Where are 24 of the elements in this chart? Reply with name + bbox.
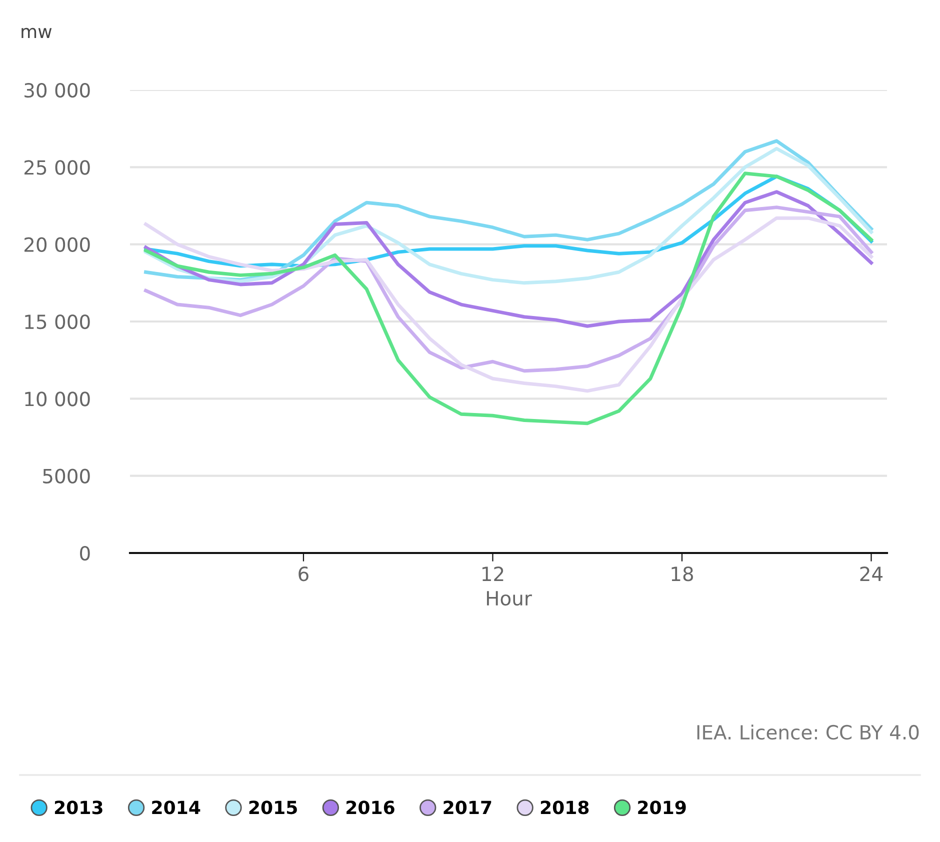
legend-label: 2019 <box>638 800 686 814</box>
legend-label: 2013 <box>54 800 102 814</box>
legend-label: 2018 <box>540 800 589 814</box>
y-tick-label: 5000 <box>43 468 90 484</box>
legend-label: 2016 <box>346 800 394 814</box>
text: IEA. Licence: CC BY 4.0 <box>697 724 919 740</box>
x-tick-label: 12 <box>482 566 504 581</box>
y-tick-label: 0 <box>80 546 90 561</box>
line-series <box>144 172 873 426</box>
y-tick-label: 25 000 <box>24 160 90 175</box>
y-tick-label: 30 000 <box>24 82 90 98</box>
x-tick-label: 18 <box>672 566 694 582</box>
x-tick-label: 24 <box>860 566 883 581</box>
y-tick-label: 10 000 <box>25 392 90 406</box>
line-series <box>144 190 873 328</box>
x-tick-label: 6 <box>298 566 308 582</box>
legend-label: 2017 <box>444 800 492 814</box>
x-axis-title: Hour <box>486 591 532 606</box>
legend-label: 2014 <box>152 800 200 814</box>
line-series <box>144 216 873 393</box>
legend-label: 2015 <box>249 800 297 814</box>
y-tick-label: 15 000 <box>25 314 90 330</box>
y-axis-title: mw <box>22 28 52 38</box>
y-tick-label: 20 000 <box>24 237 90 252</box>
